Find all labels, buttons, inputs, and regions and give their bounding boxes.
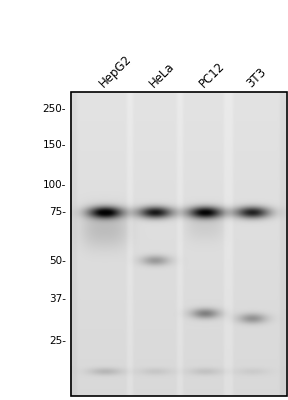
Text: 50-: 50- [49, 256, 66, 266]
Text: PC12: PC12 [196, 60, 227, 90]
Text: 75-: 75- [49, 207, 66, 217]
Text: HeLa: HeLa [147, 60, 177, 90]
Text: HepG2: HepG2 [97, 52, 134, 90]
Text: 25-: 25- [49, 336, 66, 346]
Text: 100-: 100- [43, 180, 66, 190]
Bar [71, 92, 287, 396]
Text: 3T3: 3T3 [244, 65, 269, 90]
Text: 250-: 250- [43, 104, 66, 114]
Text: 150-: 150- [43, 140, 66, 150]
Text: 37-: 37- [49, 294, 66, 304]
